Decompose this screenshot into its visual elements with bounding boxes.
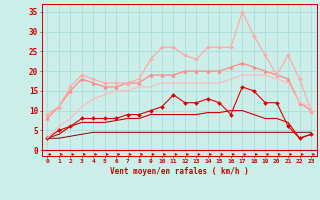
X-axis label: Vent moyen/en rafales ( km/h ): Vent moyen/en rafales ( km/h )	[110, 167, 249, 176]
